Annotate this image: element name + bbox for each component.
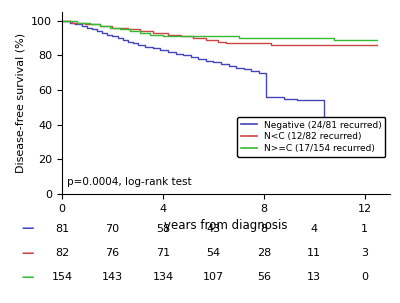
Text: 70: 70 <box>105 224 120 234</box>
Text: 11: 11 <box>307 248 321 258</box>
Text: —: — <box>22 271 34 284</box>
Text: 43: 43 <box>206 224 220 234</box>
Legend: Negative (24/81 recurred), N<C (12/82 recurred), N>=C (17/154 recurred): Negative (24/81 recurred), N<C (12/82 re… <box>237 117 386 157</box>
Text: 143: 143 <box>102 272 123 282</box>
Text: 4: 4 <box>311 224 318 234</box>
Text: 8: 8 <box>260 224 268 234</box>
Text: 71: 71 <box>156 248 170 258</box>
Text: 56: 56 <box>257 272 271 282</box>
Text: 154: 154 <box>52 272 72 282</box>
Text: 82: 82 <box>55 248 69 258</box>
Text: 134: 134 <box>152 272 174 282</box>
Text: —: — <box>22 247 34 259</box>
Text: 81: 81 <box>55 224 69 234</box>
Text: —: — <box>22 222 34 235</box>
Text: 13: 13 <box>307 272 321 282</box>
Text: 58: 58 <box>156 224 170 234</box>
Text: 28: 28 <box>257 248 271 258</box>
Text: 107: 107 <box>203 272 224 282</box>
Text: 3: 3 <box>361 248 368 258</box>
Text: 76: 76 <box>105 248 120 258</box>
Text: 1: 1 <box>361 224 368 234</box>
Text: 54: 54 <box>206 248 220 258</box>
Text: 0: 0 <box>361 272 368 282</box>
Text: p=0.0004, log-rank test: p=0.0004, log-rank test <box>66 177 191 187</box>
Y-axis label: Disease-free survival (%): Disease-free survival (%) <box>16 33 26 173</box>
X-axis label: years from diagnosis: years from diagnosis <box>164 219 288 232</box>
